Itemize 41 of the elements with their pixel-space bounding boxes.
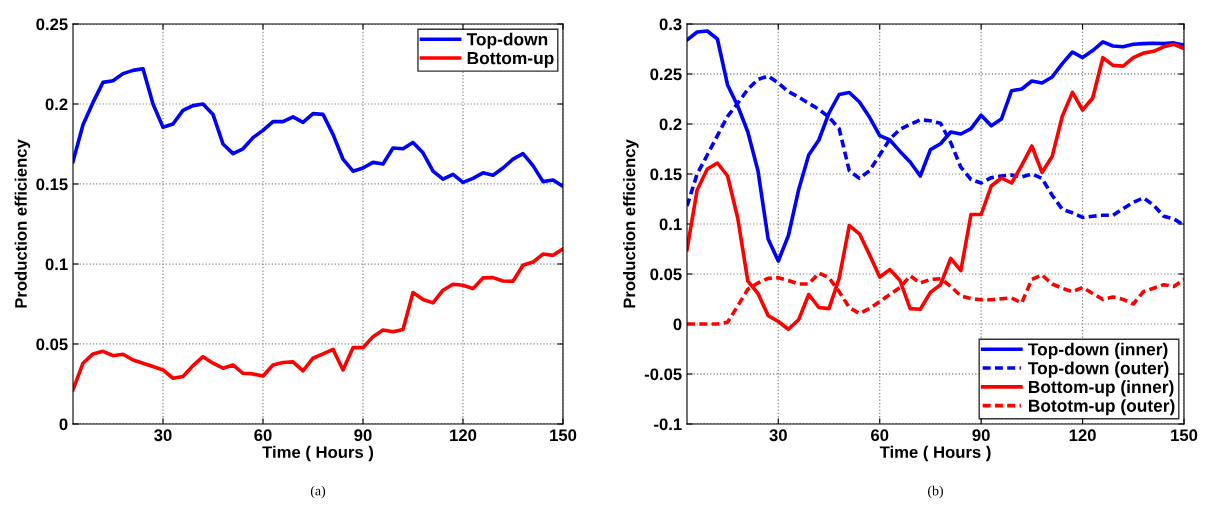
line-series (687, 29, 1184, 263)
y-axis-title: Production efficiency (14, 139, 31, 308)
x-tick-label: 120 (450, 429, 477, 442)
y-tick-label: 0 (673, 318, 682, 331)
y-tick-label: 0.1 (659, 218, 682, 231)
x-tick-label: 120 (1069, 429, 1096, 442)
y-tick-label: 0.25 (650, 68, 682, 81)
x-tick-label: 60 (871, 429, 889, 442)
y-tick-label: 0.25 (36, 18, 68, 31)
y-tick-label: -0.1 (654, 418, 682, 431)
legend-label: Bototm-up (outer) (1028, 399, 1175, 416)
x-tick-label: 150 (1171, 429, 1198, 442)
line-series (73, 246, 563, 392)
x-tick-label: 30 (154, 429, 172, 442)
x-tick-label: 90 (972, 429, 990, 442)
y-axis-title: Production efficiency (623, 139, 639, 308)
y-tick-label: 0.3 (659, 18, 682, 31)
y-tick-label: 0.2 (659, 118, 682, 131)
y-tick-label: 0 (59, 418, 68, 431)
x-axis-title: Time ( Hours ) (262, 445, 374, 462)
y-tick-label: 0.15 (650, 168, 682, 181)
x-axis-title: Time ( Hours ) (879, 445, 991, 462)
x-tick-label: 60 (254, 429, 272, 442)
y-tick-label: 0.1 (45, 258, 68, 271)
line-series (73, 66, 563, 189)
y-tick-label: -0.05 (644, 368, 682, 381)
text: (a) (310, 485, 326, 499)
y-tick-label: 0.05 (36, 338, 68, 351)
legend-label: Bottom-up (467, 52, 554, 68)
x-tick-label: 90 (354, 429, 372, 442)
y-tick-label: 0.15 (36, 178, 68, 191)
legend-label: Top-down (outer) (1028, 361, 1169, 378)
y-tick-label: 0.2 (45, 98, 68, 111)
x-tick-label: 150 (550, 429, 577, 442)
x-tick-label: 30 (769, 429, 787, 442)
legend-label: Top-down (466, 32, 548, 49)
y-tick-label: 0.05 (650, 268, 682, 281)
legend-label: Bottom-up (inner) (1028, 380, 1174, 397)
legend-label: Top-down (inner) (1028, 342, 1168, 359)
text: (b) (928, 485, 943, 499)
line-series (687, 42, 1184, 332)
